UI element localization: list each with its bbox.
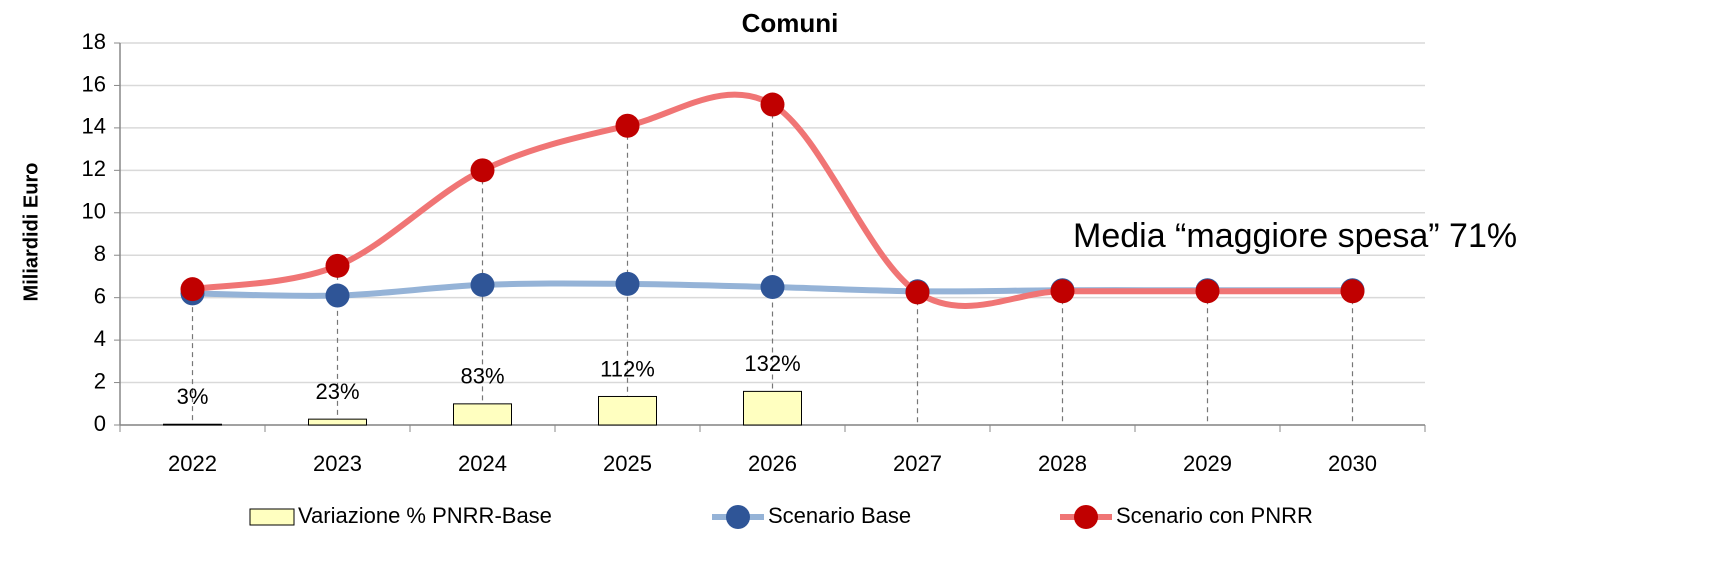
bar [308, 418, 367, 426]
y-tick-label: 10 [82, 199, 106, 224]
x-tick-label: 2029 [1183, 451, 1232, 476]
x-tick-label: 2022 [168, 451, 217, 476]
data-label: 132% [744, 351, 800, 376]
marker [905, 280, 930, 305]
x-tick-label: 2027 [893, 451, 942, 476]
marker [615, 113, 640, 138]
marker [1050, 279, 1075, 304]
x-tick-label: 2024 [458, 451, 507, 476]
legend-label: Scenario con PNRR [1116, 503, 1313, 528]
bar [163, 423, 222, 426]
x-tick-label: 2023 [313, 451, 362, 476]
legend-marker [1074, 505, 1098, 529]
y-tick-label: 6 [94, 283, 106, 308]
data-label: 112% [600, 356, 655, 381]
y-tick-label: 16 [82, 71, 106, 96]
marker [470, 272, 495, 297]
legend-marker [726, 505, 750, 529]
chart-title: Comuni [742, 8, 839, 38]
y-tick-label: 4 [94, 326, 106, 351]
y-tick-label: 14 [82, 114, 106, 139]
marker [615, 271, 640, 296]
y-axis-label: Miliardidi Euro [20, 163, 42, 302]
data-label: 3% [177, 384, 209, 409]
marker [1340, 279, 1365, 304]
data-label: 83% [460, 364, 504, 389]
legend-swatch [249, 508, 295, 526]
y-tick-label: 18 [82, 29, 106, 54]
marker [325, 253, 350, 278]
annotation: Media “maggiore spesa” 71% [1073, 217, 1517, 255]
bar [598, 395, 657, 426]
x-tick-label: 2026 [748, 451, 797, 476]
marker [325, 283, 350, 308]
y-tick-label: 0 [94, 411, 106, 436]
y-tick-label: 12 [82, 156, 106, 181]
y-tick-label: 2 [94, 368, 106, 393]
marker [470, 158, 495, 183]
legend-label: Scenario Base [768, 503, 911, 528]
x-tick-label: 2028 [1038, 451, 1087, 476]
marker [760, 275, 785, 300]
marker [180, 277, 205, 302]
x-tick-label: 2030 [1328, 451, 1377, 476]
y-tick-label: 8 [94, 241, 106, 266]
marker [1195, 279, 1220, 304]
x-tick-label: 2025 [603, 451, 652, 476]
bar [743, 390, 802, 426]
bar [453, 403, 512, 426]
data-label: 23% [315, 379, 359, 404]
legend-label: Variazione % PNRR-Base [298, 503, 552, 528]
marker [760, 92, 785, 117]
